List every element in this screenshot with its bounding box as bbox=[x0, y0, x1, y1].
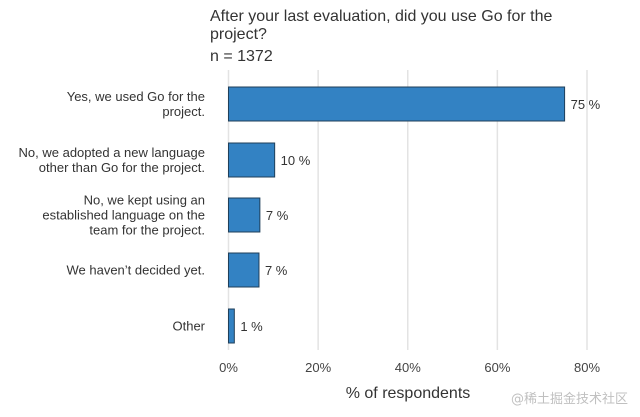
bar bbox=[228, 197, 261, 233]
watermark: @稀土掘金技术社区 bbox=[510, 392, 628, 407]
chart-title: After your last evaluation, did you use … bbox=[210, 8, 553, 43]
x-tick-label: 0% bbox=[219, 360, 238, 375]
category-label: Other bbox=[172, 319, 205, 334]
bar-value-label: 75 % bbox=[571, 97, 601, 112]
category-label: No, we adopted a new language other than … bbox=[19, 145, 205, 175]
bar-value-label: 7 % bbox=[266, 208, 289, 223]
category-label: Yes, we used Go for the project. bbox=[67, 89, 205, 119]
category-label: No, we kept using an established language… bbox=[42, 193, 205, 238]
x-tick-label: 60% bbox=[484, 360, 510, 375]
category-label: We haven’t decided yet. bbox=[66, 263, 205, 278]
x-tick-label: 80% bbox=[574, 360, 600, 375]
x-axis-title: % of respondents bbox=[345, 385, 471, 402]
bar bbox=[228, 252, 260, 288]
chart-subtitle: n = 1372 bbox=[210, 48, 273, 65]
bar bbox=[228, 142, 276, 178]
bar-value-label: 10 % bbox=[281, 153, 311, 168]
bar bbox=[228, 308, 235, 344]
bar-value-label: 1 % bbox=[240, 319, 263, 334]
bar bbox=[228, 86, 566, 122]
x-tick-label: 20% bbox=[305, 360, 331, 375]
bar-value-label: 7 % bbox=[265, 263, 288, 278]
x-tick-label: 40% bbox=[395, 360, 421, 375]
